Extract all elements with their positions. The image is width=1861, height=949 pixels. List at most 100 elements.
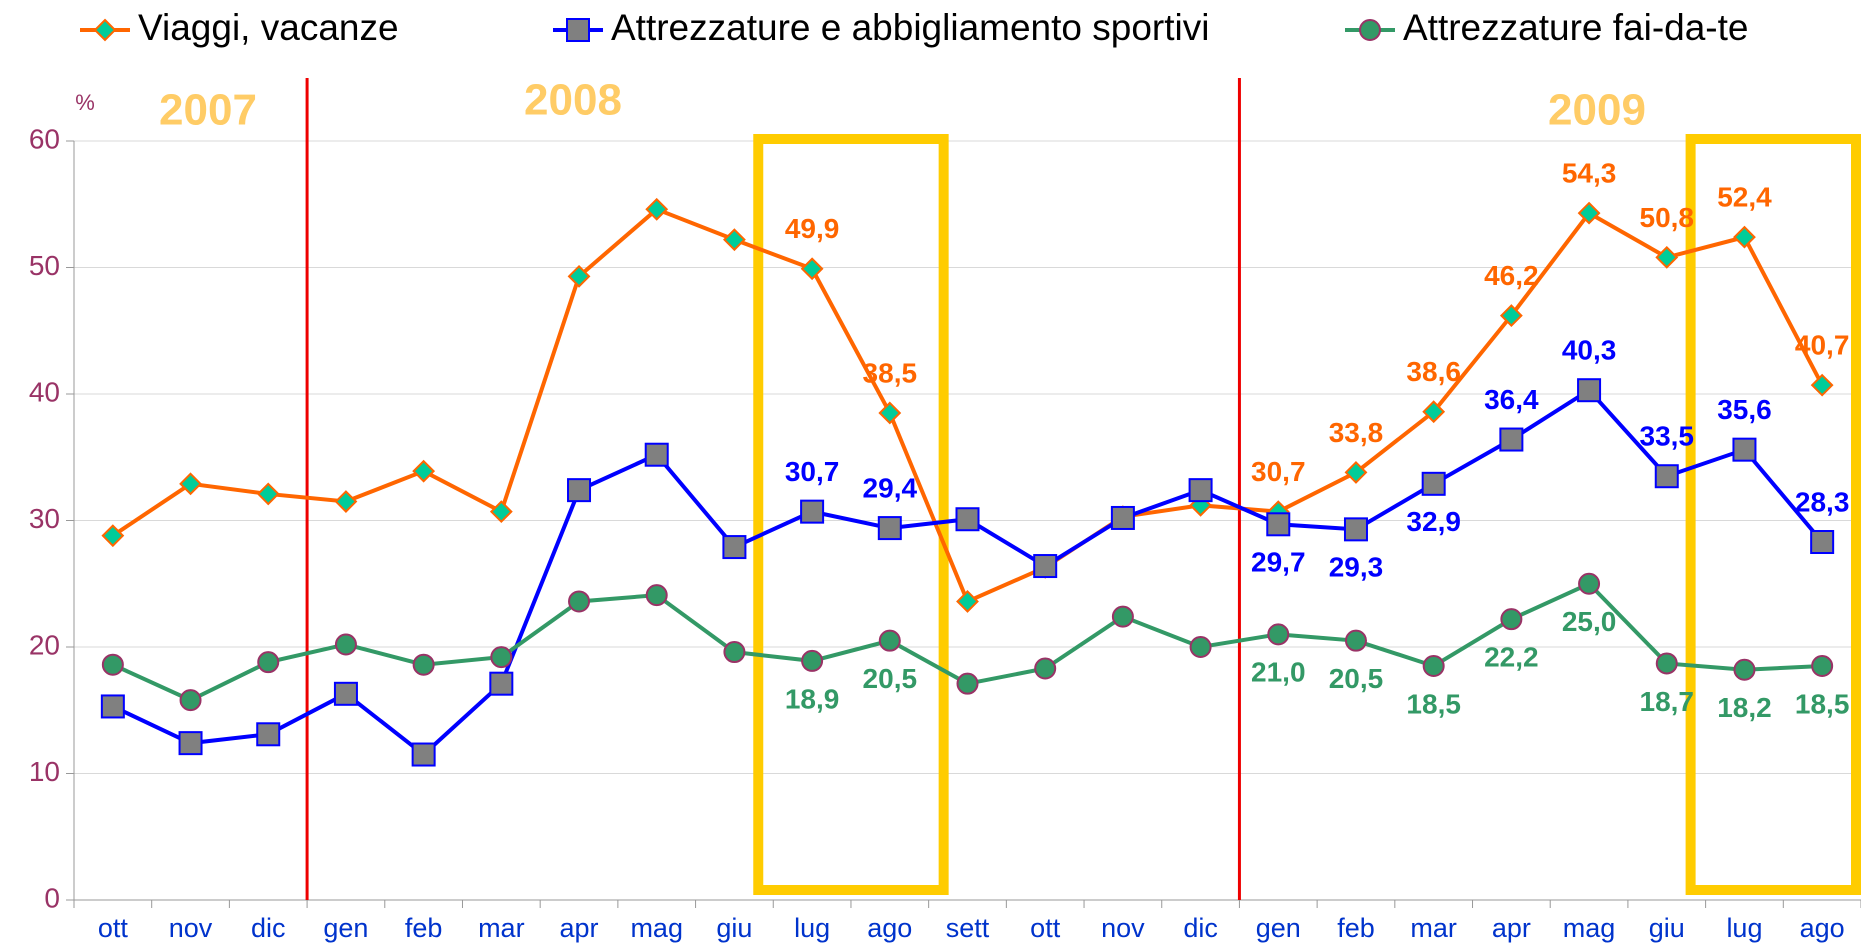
data-label: 38,6	[1406, 356, 1461, 387]
marker	[257, 651, 280, 674]
marker	[878, 629, 901, 652]
data-label: 20,5	[863, 663, 918, 694]
x-tick-label: sett	[946, 913, 990, 943]
y-tick-label: 10	[29, 756, 60, 787]
marker	[1267, 623, 1290, 646]
data-label: 21,0	[1251, 657, 1306, 688]
y-tick-label: 0	[44, 882, 60, 913]
x-tick-label: giu	[1649, 913, 1685, 943]
year-label: 2007	[159, 86, 257, 135]
data-label: 52,4	[1717, 182, 1772, 213]
x-tick-label: lug	[1726, 913, 1762, 943]
legend-label: Viaggi, vacanze	[138, 7, 399, 48]
marker	[645, 584, 668, 607]
data-label: 50,8	[1640, 202, 1695, 233]
marker	[1188, 478, 1213, 503]
marker	[1034, 657, 1057, 680]
marker	[722, 535, 747, 560]
marker	[1500, 608, 1523, 631]
data-label: 29,4	[863, 472, 918, 503]
legend-label: Attrezzature e abbigliamento sportivi	[611, 7, 1209, 48]
y-tick-label: 30	[29, 503, 60, 534]
marker	[412, 653, 435, 676]
marker	[334, 633, 357, 656]
x-tick-label: giu	[716, 913, 752, 943]
year-label: 2008	[524, 76, 622, 125]
marker	[256, 722, 281, 747]
data-label: 36,4	[1484, 384, 1539, 415]
data-label: 33,8	[1329, 417, 1384, 448]
series-line	[111, 387, 1824, 758]
y-tick-label: 40	[29, 376, 60, 407]
marker	[334, 490, 358, 513]
marker	[1421, 471, 1446, 496]
marker	[1733, 225, 1756, 249]
marker	[955, 507, 980, 532]
marker	[644, 442, 669, 467]
data-label: 35,6	[1717, 394, 1772, 425]
marker	[567, 264, 591, 288]
legend-marker	[566, 18, 590, 42]
y-tick-label: 20	[29, 629, 60, 660]
marker	[1655, 245, 1679, 269]
marker	[1344, 629, 1367, 652]
data-label: 32,9	[1406, 506, 1461, 537]
x-tick-label: mar	[1410, 913, 1457, 943]
legend-label: Attrezzature fai-da-te	[1403, 7, 1748, 48]
marker	[1810, 530, 1835, 555]
x-tick-label: apr	[560, 913, 599, 943]
x-tick-label: apr	[1492, 913, 1531, 943]
data-label: 54,3	[1562, 157, 1617, 188]
marker	[723, 641, 746, 664]
year-label: 2009	[1548, 86, 1646, 135]
marker	[1344, 461, 1368, 484]
marker	[178, 731, 203, 756]
marker	[489, 671, 514, 696]
x-tick-label: lug	[794, 913, 830, 943]
x-tick-label: mar	[478, 913, 525, 943]
marker	[567, 478, 592, 503]
marker	[1577, 378, 1602, 403]
legend-marker	[93, 18, 117, 42]
data-label: 18,5	[1795, 688, 1850, 719]
marker	[1810, 373, 1834, 397]
marker	[1110, 505, 1135, 530]
data-label: 29,3	[1329, 552, 1384, 583]
marker	[101, 653, 124, 676]
marker	[1422, 654, 1445, 677]
marker	[1654, 464, 1679, 489]
data-label: 18,9	[785, 683, 840, 714]
data-label: 18,5	[1406, 688, 1461, 719]
marker	[490, 646, 513, 669]
marker	[1266, 512, 1291, 537]
data-label: 30,7	[785, 456, 840, 487]
marker	[568, 590, 591, 613]
marker	[1422, 400, 1446, 424]
marker	[1499, 427, 1524, 452]
marker	[1033, 554, 1058, 579]
marker	[256, 482, 280, 506]
marker	[179, 472, 202, 496]
marker	[489, 500, 513, 524]
marker	[722, 228, 746, 252]
x-tick-label: feb	[405, 913, 443, 943]
marker	[179, 689, 202, 712]
data-label: 49,9	[785, 213, 840, 244]
marker	[1499, 304, 1523, 327]
data-label: 30,7	[1251, 456, 1306, 487]
marker	[1733, 658, 1756, 681]
marker	[1343, 517, 1368, 542]
marker	[1732, 437, 1757, 462]
marker	[800, 257, 824, 281]
data-label: 46,2	[1484, 260, 1539, 291]
marker	[1111, 605, 1134, 628]
data-label: 28,3	[1795, 486, 1850, 517]
marker	[1811, 654, 1834, 677]
x-tick-label: ago	[1800, 913, 1845, 943]
marker	[800, 499, 825, 524]
x-tick-label: mag	[630, 913, 683, 943]
x-tick-label: dic	[251, 913, 286, 943]
marker	[1578, 572, 1601, 595]
marker	[878, 401, 902, 425]
